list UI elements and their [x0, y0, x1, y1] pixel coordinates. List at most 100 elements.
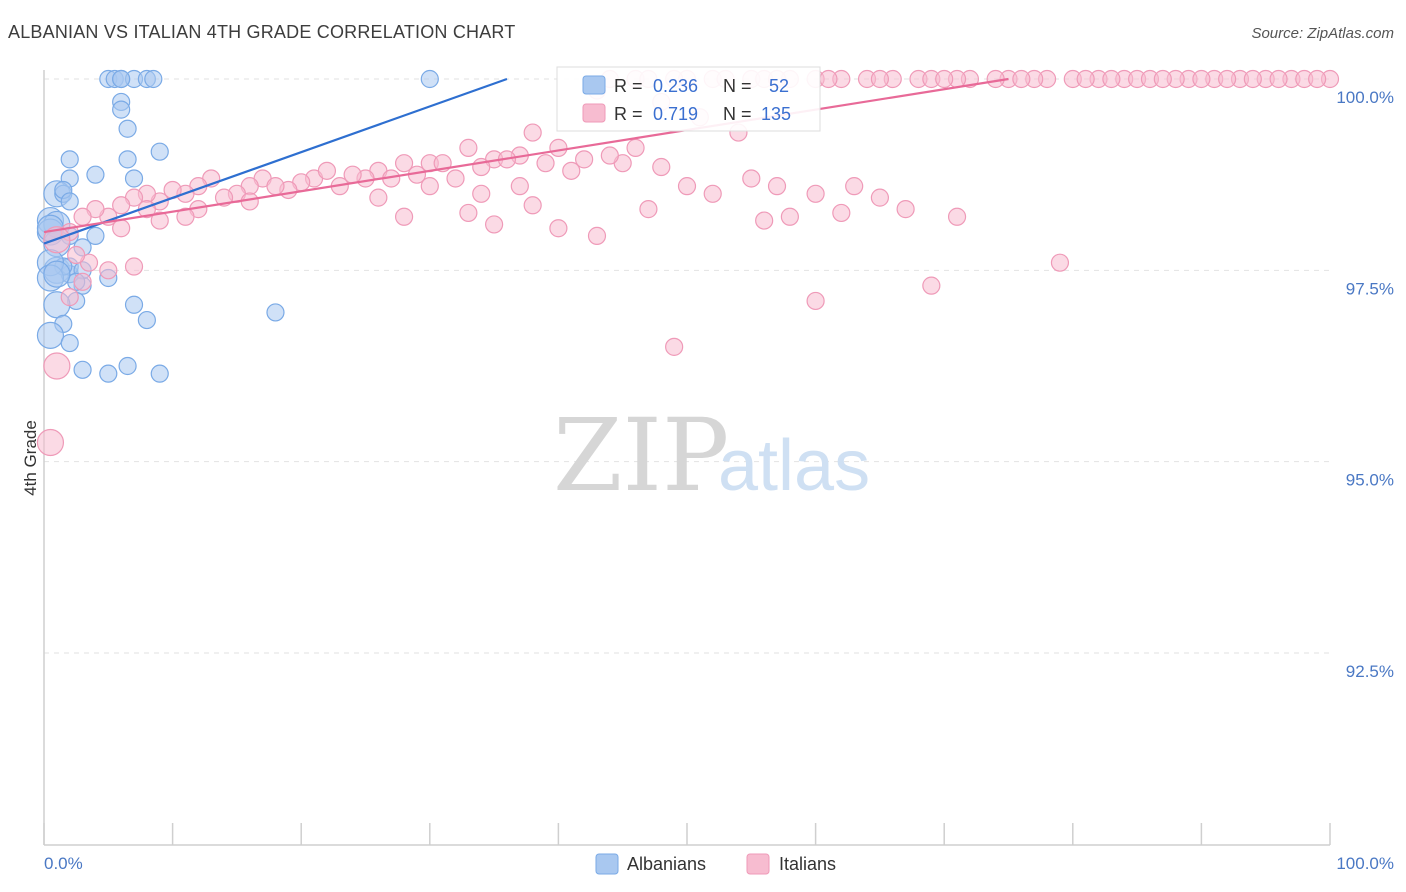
italians-point-129 — [112, 219, 131, 238]
italians-point-93 — [536, 154, 555, 173]
italians-point-96 — [626, 138, 645, 157]
albanians-point-5 — [144, 69, 163, 89]
italians-point-131 — [176, 207, 195, 226]
albanians-point-7 — [420, 69, 439, 89]
italians-point-42 — [1192, 69, 1211, 89]
italians-point-37 — [935, 69, 954, 89]
legend-italians-label: Italians — [779, 854, 836, 874]
albanians-point-38 — [36, 321, 65, 349]
italians-point-115 — [587, 226, 607, 245]
italians-point-123 — [73, 272, 92, 291]
chart-title: ALBANIAN VS ITALIAN 4TH GRADE CORRELATIO… — [8, 22, 516, 42]
albanians-point-51 — [43, 260, 71, 288]
albanians-r-value: 0.236 — [653, 76, 698, 96]
italians-point-125 — [43, 352, 71, 380]
trend-lines — [43, 77, 1009, 245]
italians-swatch — [582, 103, 606, 123]
italians-point-43 — [1218, 69, 1237, 89]
italians-point-94 — [562, 161, 581, 180]
italians-point-38 — [1012, 69, 1031, 89]
italians-point-44 — [1243, 69, 1262, 89]
watermark: ZIP atlas — [553, 397, 870, 514]
italians-point-137 — [755, 211, 774, 230]
italians-point-107 — [896, 200, 915, 219]
italians-point-102 — [806, 184, 825, 203]
italians-point-58 — [459, 138, 478, 157]
italians-point-133 — [369, 188, 388, 207]
albanians-point-11 — [60, 150, 79, 169]
italians-point-105 — [780, 207, 799, 226]
italians-point-116 — [523, 196, 542, 215]
italians-point-122 — [99, 261, 118, 280]
watermark-atlas: atlas — [718, 426, 870, 506]
stats-legend: R = 0.236 N = 52 R = 0.719 N = 135 — [556, 66, 821, 132]
italians-point-106 — [832, 203, 851, 223]
y-tick-label-1: 97.5% — [1346, 279, 1394, 298]
italians-point-114 — [549, 219, 568, 238]
x-ticks — [43, 823, 1331, 845]
y-tick-label-3: 92.5% — [1346, 662, 1394, 681]
albanians-trend-line — [43, 77, 508, 245]
italians-point-100 — [742, 169, 761, 188]
albanians-n-value: 52 — [769, 76, 789, 96]
albanians-point-13 — [150, 142, 169, 161]
watermark-zip: ZIP — [553, 397, 729, 514]
series-legend: Albanians Italians — [595, 853, 836, 875]
italians-point-128 — [67, 245, 86, 265]
italians-r-value: 0.719 — [653, 104, 698, 124]
italians-point-52 — [523, 123, 542, 142]
legend-italians-swatch — [746, 853, 770, 875]
italians-n-value: 135 — [761, 104, 791, 124]
italians-trend-line — [43, 77, 1009, 234]
italians-point-101 — [767, 177, 787, 196]
albanians-swatch — [582, 75, 606, 95]
italians-point-124 — [60, 288, 79, 307]
italians-point-118 — [394, 207, 414, 226]
italians-point-126 — [36, 428, 65, 457]
italians-point-134 — [420, 177, 439, 196]
italians-point-40 — [1102, 69, 1121, 89]
italians-point-98 — [677, 177, 697, 196]
albanians-point-20 — [60, 192, 79, 211]
x-tick-label-min: 0.0% — [44, 854, 83, 873]
italians-point-95 — [600, 146, 619, 165]
italians-point-39 — [1076, 69, 1095, 89]
albanians-point-6 — [112, 69, 131, 89]
albanians-point-39 — [60, 333, 79, 353]
italians-n-label: N = — [723, 104, 752, 124]
italians-point-109 — [1050, 253, 1070, 272]
italians-point-84 — [266, 177, 285, 196]
italians-point-113 — [485, 215, 504, 234]
italians-point-120 — [150, 211, 169, 230]
italians-r-label: R = — [614, 104, 643, 124]
albanians-point-12 — [118, 150, 137, 169]
italians-point-41 — [1153, 69, 1172, 89]
y-tick-label-0: 100.0% — [1336, 88, 1394, 107]
albanians-n-label: N = — [723, 76, 752, 96]
albanians-point-44 — [266, 303, 285, 322]
italians-point-86 — [343, 165, 362, 184]
italians-point-108 — [947, 207, 967, 226]
italians-point-136 — [510, 177, 529, 196]
albanians-point-35 — [124, 295, 144, 314]
albanians-point-25 — [86, 226, 105, 245]
italians-point-85 — [317, 161, 337, 180]
italians-point-36 — [870, 69, 890, 89]
italians-point-111 — [806, 291, 825, 311]
albanians-point-40 — [73, 360, 92, 379]
legend-albanians-swatch — [595, 853, 619, 875]
italians-point-104 — [870, 188, 890, 207]
italians-point-97 — [652, 157, 671, 177]
italians-point-53 — [549, 138, 568, 157]
italians-point-77 — [112, 196, 131, 215]
italians-point-90 — [446, 169, 465, 188]
albanians-point-10 — [118, 119, 137, 138]
italians-point-80 — [73, 207, 92, 226]
italians-point-54 — [575, 150, 594, 169]
legend-albanians-label: Albanians — [627, 854, 706, 874]
italians-point-60 — [394, 154, 414, 173]
y-tick-label-2: 95.0% — [1346, 471, 1394, 490]
albanians-r-label: R = — [614, 76, 643, 96]
albanians-point-42 — [118, 356, 137, 376]
